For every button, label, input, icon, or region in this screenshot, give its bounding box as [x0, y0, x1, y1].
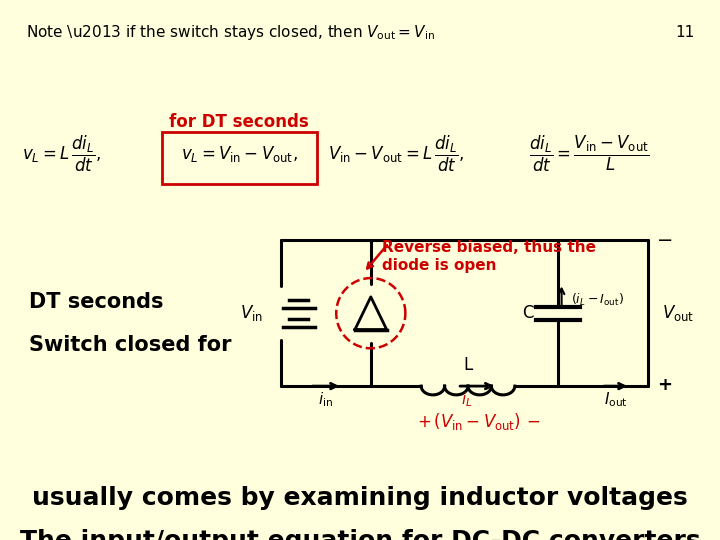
Text: $i_L$: $i_L$	[461, 390, 472, 409]
Text: +: +	[657, 376, 672, 394]
Text: Switch closed for: Switch closed for	[29, 335, 231, 355]
Text: Note \u2013 if the switch stays closed, then $V_{\rm out} = V_{\rm in}$: Note \u2013 if the switch stays closed, …	[26, 23, 435, 42]
Text: $v_L = L\,\dfrac{di_L}{dt},$: $v_L = L\,\dfrac{di_L}{dt},$	[22, 134, 101, 174]
Text: C: C	[522, 304, 534, 322]
Text: $v_L = V_{\rm in} - V_{\rm out},$: $v_L = V_{\rm in} - V_{\rm out},$	[181, 144, 297, 164]
Text: The input/output equation for DC-DC converters: The input/output equation for DC-DC conv…	[19, 529, 701, 540]
Text: $V_{\rm in} - V_{\rm out} = L\,\dfrac{di_L}{dt},$: $V_{\rm in} - V_{\rm out} = L\,\dfrac{di…	[328, 134, 464, 174]
Text: $i_{\rm in}$: $i_{\rm in}$	[318, 390, 333, 409]
FancyBboxPatch shape	[162, 132, 317, 184]
Text: $V_{\rm in}$: $V_{\rm in}$	[240, 303, 263, 323]
Text: $(i_L - I_{\rm out})$: $(i_L - I_{\rm out})$	[571, 292, 624, 308]
Text: for DT seconds: for DT seconds	[169, 113, 309, 131]
Text: $I_{\rm out}$: $I_{\rm out}$	[603, 390, 628, 409]
Text: $+\,(V_{\rm in} - V_{\rm out})\,-$: $+\,(V_{\rm in} - V_{\rm out})\,-$	[417, 411, 541, 432]
Text: −: −	[657, 231, 673, 250]
Text: $\dfrac{di_L}{dt} = \dfrac{V_{\rm in} - V_{\rm out}}{L}$: $\dfrac{di_L}{dt} = \dfrac{V_{\rm in} - …	[529, 134, 649, 174]
Text: DT seconds: DT seconds	[29, 292, 163, 312]
Text: 11: 11	[675, 25, 695, 40]
Text: L: L	[464, 356, 472, 374]
Text: $V_{\rm out}$: $V_{\rm out}$	[662, 303, 695, 323]
Text: usually comes by examining inductor voltages: usually comes by examining inductor volt…	[32, 486, 688, 510]
Text: Reverse biased, thus the
diode is open: Reverse biased, thus the diode is open	[382, 240, 595, 273]
